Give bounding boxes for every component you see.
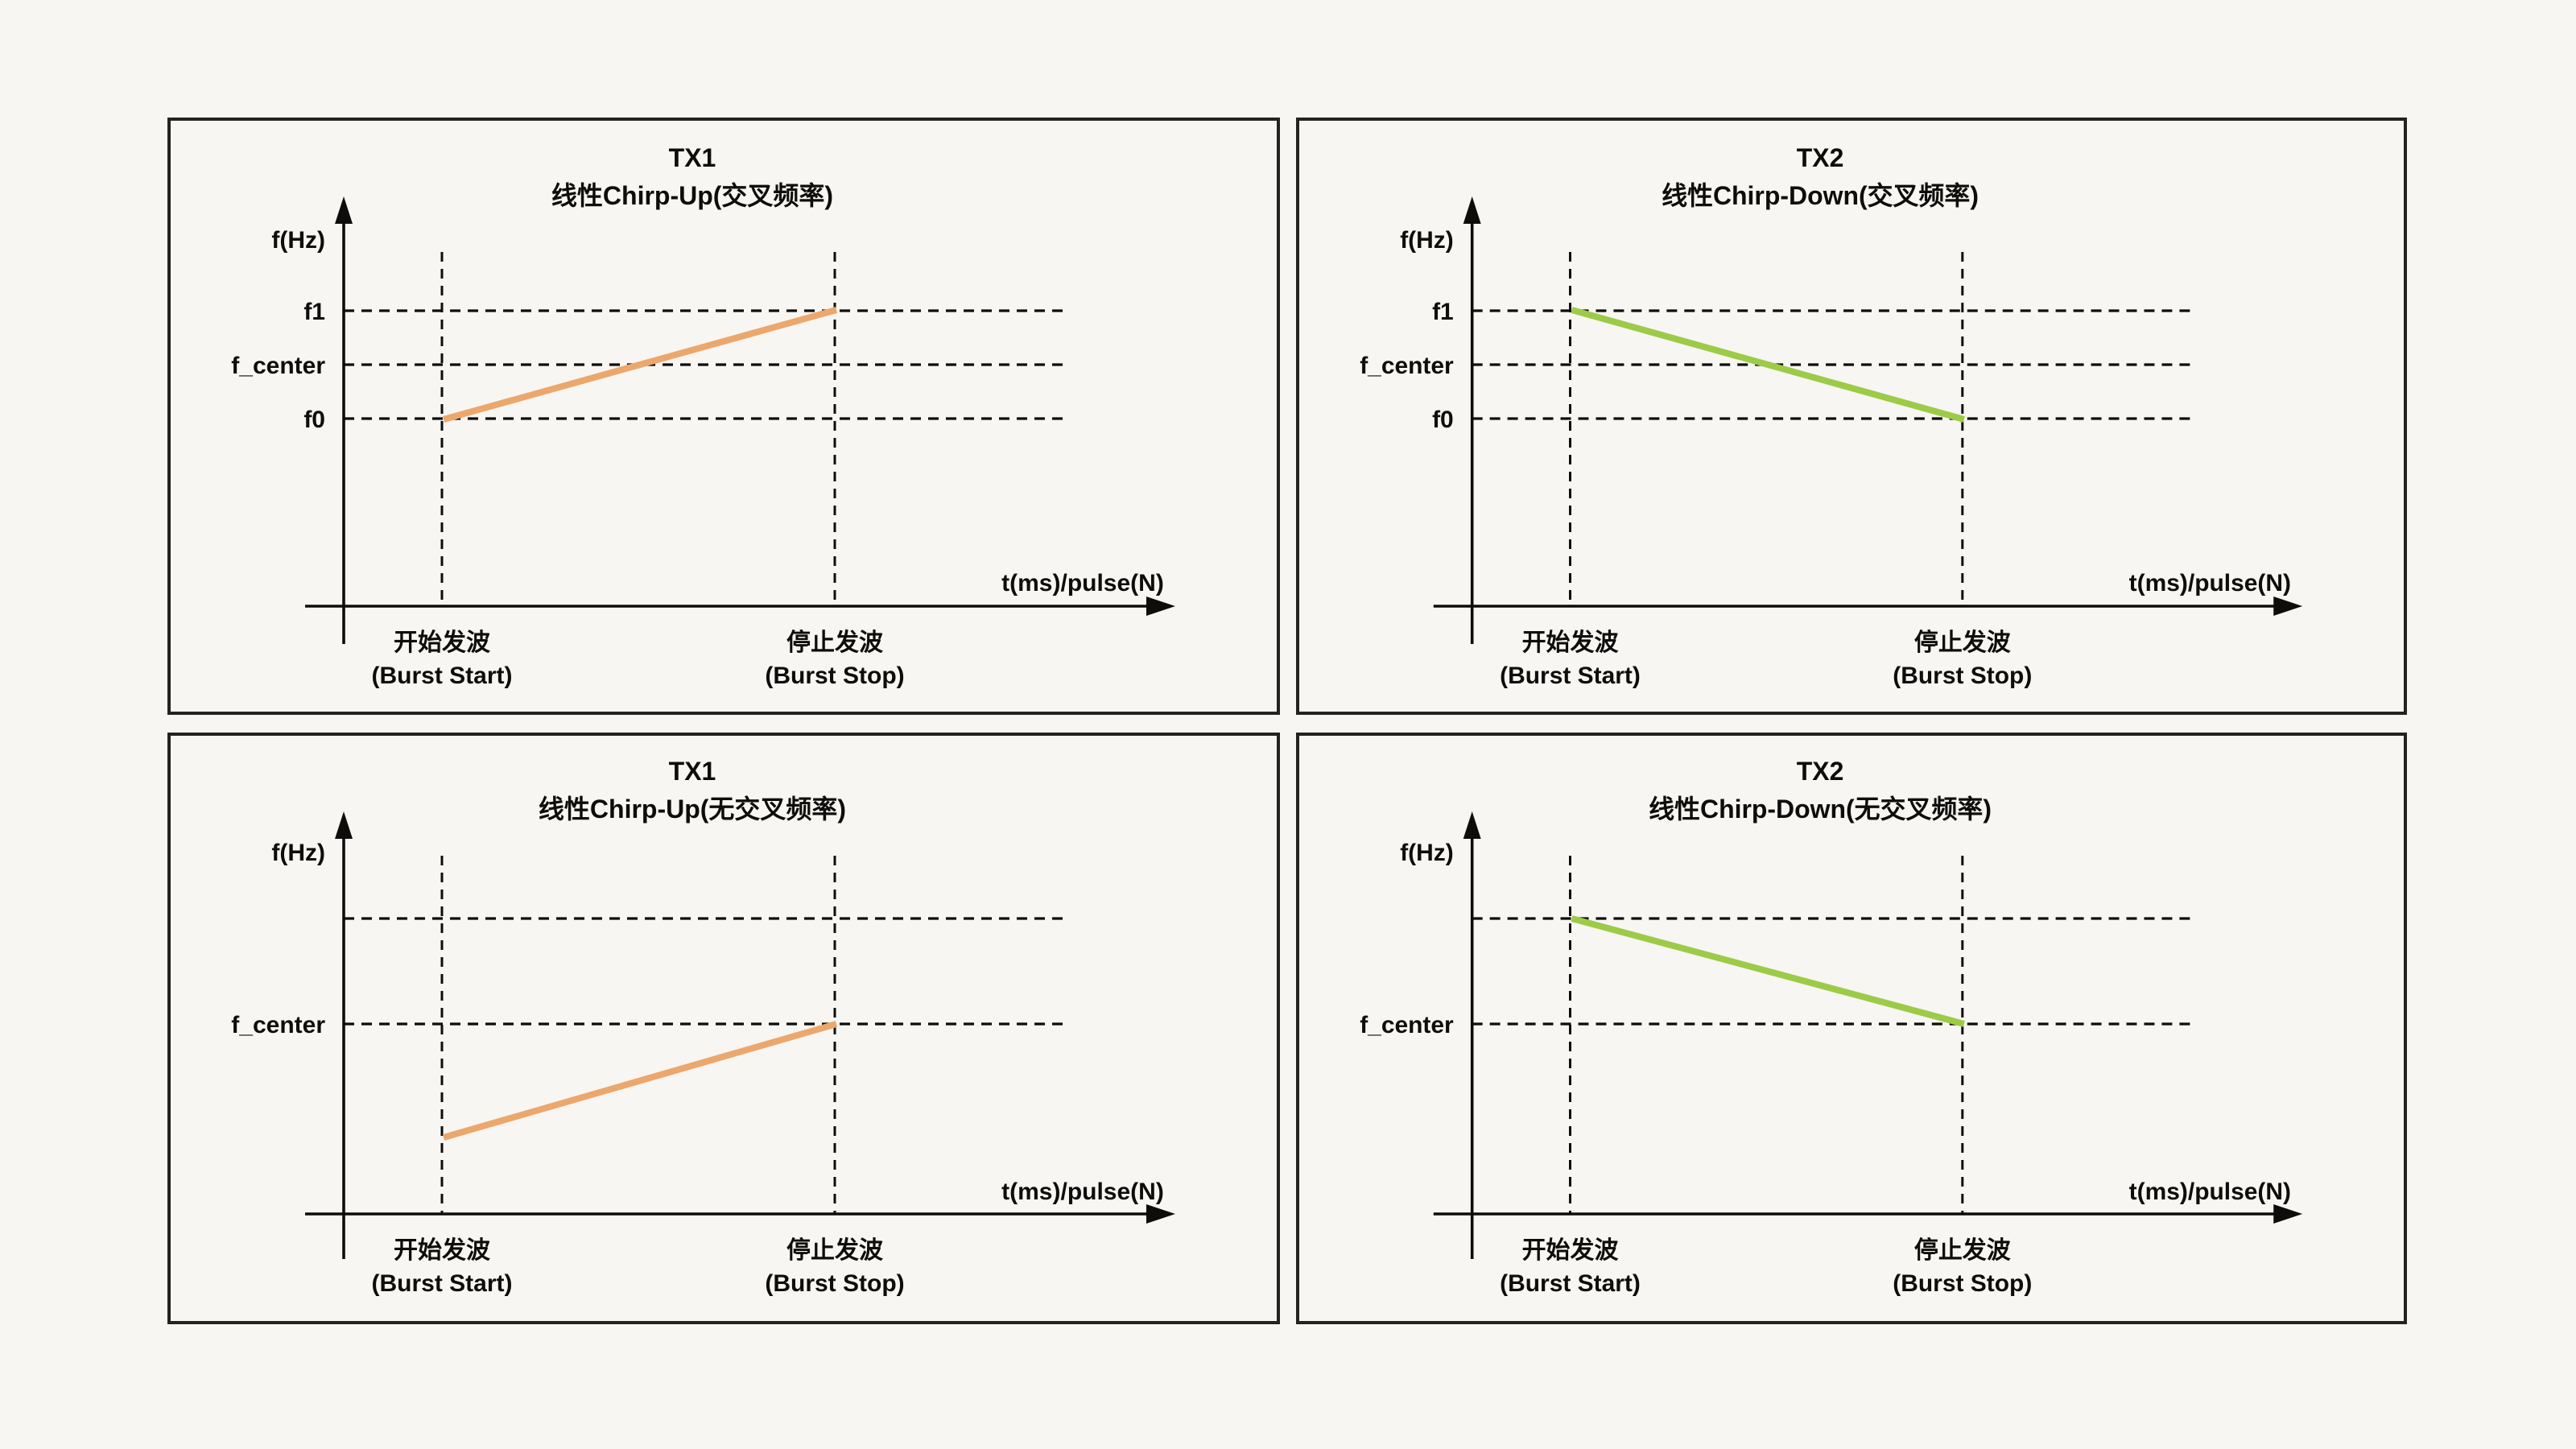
panel-title-line2: 线性Chirp-Down(交叉频率) — [1662, 181, 1979, 210]
tick-f1: f1 — [303, 299, 325, 325]
x-axis-arrow-icon — [1146, 597, 1175, 616]
x-axis-label: t(ms)/pulse(N) — [2129, 1179, 2291, 1205]
panel-title-line2: 线性Chirp-Up(交叉频率) — [551, 181, 833, 210]
y-axis-arrow-icon — [335, 811, 353, 839]
burst-start-label-zh: 开始发波 — [1522, 630, 1619, 656]
tick-f0: f0 — [303, 407, 325, 433]
burst-start-label-zh: 开始发波 — [1522, 1237, 1619, 1264]
tick-f-center: f_center — [1360, 353, 1454, 379]
y-axis-label: f(Hz) — [1400, 840, 1454, 866]
burst-stop-label-en: (Burst Stop) — [1893, 1270, 2032, 1297]
x-axis-label: t(ms)/pulse(N) — [1001, 1179, 1164, 1205]
chirp-up-line — [442, 307, 838, 423]
chirp-down-line — [1571, 915, 1965, 1027]
burst-stop-label-en: (Burst Stop) — [765, 1270, 904, 1297]
burst-start-label-en: (Burst Start) — [1500, 663, 1641, 689]
panel-title-line1: TX2 — [1797, 143, 1844, 172]
x-axis-label: t(ms)/pulse(N) — [1001, 570, 1164, 597]
x-axis-arrow-icon — [1146, 1204, 1175, 1224]
x-axis-arrow-icon — [2273, 597, 2303, 616]
burst-start-label-en: (Burst Start) — [371, 1270, 512, 1297]
panel-title-line1: TX1 — [669, 757, 716, 786]
burst-stop-label-en: (Burst Stop) — [765, 663, 904, 689]
tick-f0: f0 — [1432, 407, 1454, 433]
y-axis-arrow-icon — [335, 196, 353, 224]
y-axis-label: f(Hz) — [271, 227, 325, 254]
panel-tx2-noncrossed-canvas: TX2 线性Chirp-Down(无交叉频率) f(Hz) t(ms)/puls… — [1360, 757, 2303, 1297]
burst-stop-label-zh: 停止发波 — [786, 630, 884, 656]
panel-title-line2: 线性Chirp-Down(无交叉频率) — [1649, 795, 1992, 824]
burst-start-label-en: (Burst Start) — [1500, 1270, 1641, 1297]
panel-tx2-noncrossed: TX2 线性Chirp-Down(无交叉频率) f(Hz) t(ms)/puls… — [1296, 733, 2407, 1324]
x-axis-arrow-icon — [2273, 1204, 2303, 1224]
tick-f-center: f_center — [231, 1012, 325, 1038]
burst-stop-label-zh: 停止发波 — [1914, 1237, 2011, 1264]
burst-stop-label-en: (Burst Stop) — [1893, 663, 2032, 689]
panel-tx1-noncrossed-canvas: TX1 线性Chirp-Up(无交叉频率) f(Hz) t(ms)/pulse(… — [231, 757, 1175, 1297]
tick-f-center: f_center — [231, 353, 325, 379]
panel-tx1-crossed-canvas: TX1 线性Chirp-Up(交叉频率) f(Hz) t(ms)/pulse(N… — [231, 143, 1175, 689]
panel-title-line2: 线性Chirp-Up(无交叉频率) — [539, 795, 846, 824]
panel-title-line1: TX2 — [1797, 757, 1844, 786]
panel-tx2-crossed-canvas: TX2 线性Chirp-Down(交叉频率) f(Hz) t(ms)/pulse… — [1360, 143, 2303, 689]
x-axis-label: t(ms)/pulse(N) — [2129, 570, 2291, 597]
burst-stop-label-zh: 停止发波 — [786, 1237, 884, 1264]
panel-tx2-crossed: TX2 线性Chirp-Down(交叉频率) f(Hz) t(ms)/pulse… — [1296, 118, 2407, 715]
burst-stop-label-zh: 停止发波 — [1914, 630, 2011, 656]
chirp-up-line — [442, 1021, 838, 1141]
tick-f1: f1 — [1432, 299, 1454, 325]
burst-start-label-en: (Burst Start) — [371, 663, 512, 689]
panel-title-line1: TX1 — [669, 143, 716, 172]
panel-tx1-noncrossed: TX1 线性Chirp-Up(无交叉频率) f(Hz) t(ms)/pulse(… — [167, 733, 1280, 1324]
y-axis-label: f(Hz) — [1400, 227, 1454, 254]
chirp-down-line — [1571, 307, 1965, 423]
tick-f-center: f_center — [1360, 1012, 1454, 1038]
burst-start-label-zh: 开始发波 — [394, 630, 491, 656]
y-axis-arrow-icon — [1463, 196, 1481, 224]
panel-tx1-crossed: TX1 线性Chirp-Up(交叉频率) f(Hz) t(ms)/pulse(N… — [167, 118, 1280, 715]
y-axis-arrow-icon — [1463, 811, 1481, 839]
y-axis-label: f(Hz) — [271, 840, 325, 866]
burst-start-label-zh: 开始发波 — [394, 1237, 491, 1264]
